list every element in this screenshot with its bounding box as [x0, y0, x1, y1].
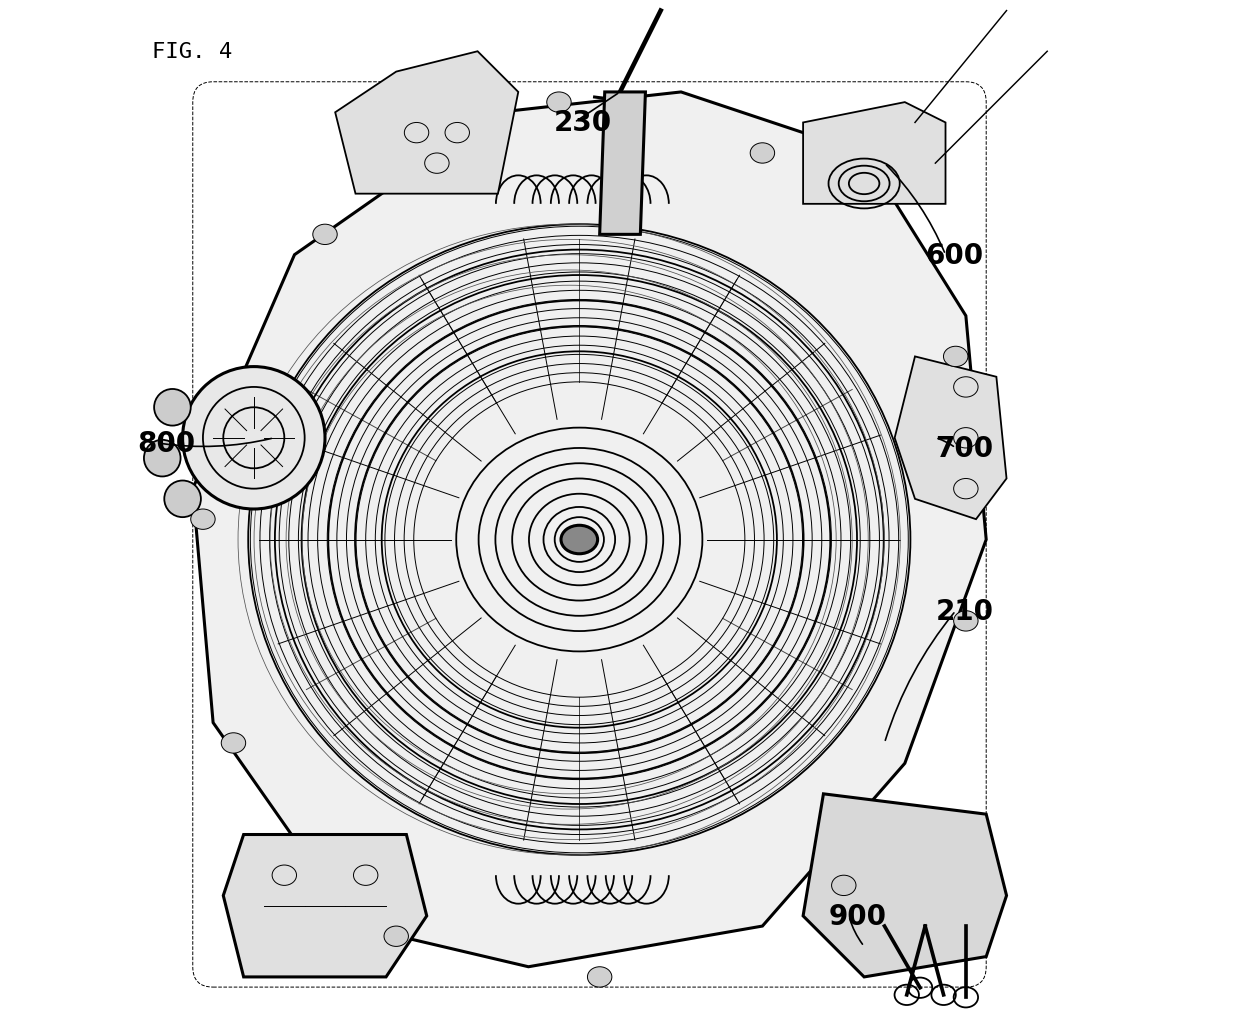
Ellipse shape	[164, 481, 201, 518]
Polygon shape	[600, 93, 646, 235]
Ellipse shape	[750, 144, 775, 164]
Ellipse shape	[954, 611, 978, 632]
Polygon shape	[804, 794, 1007, 977]
Ellipse shape	[144, 440, 181, 477]
Ellipse shape	[547, 93, 572, 113]
Text: 230: 230	[554, 109, 613, 138]
Ellipse shape	[182, 367, 325, 510]
Ellipse shape	[191, 510, 216, 530]
Text: 600: 600	[925, 242, 983, 269]
Ellipse shape	[384, 926, 408, 947]
Polygon shape	[335, 52, 518, 195]
Ellipse shape	[832, 875, 856, 896]
Ellipse shape	[944, 346, 968, 367]
Ellipse shape	[588, 967, 611, 987]
Polygon shape	[804, 103, 946, 205]
Text: 800: 800	[136, 429, 195, 458]
Text: 700: 700	[935, 434, 993, 463]
Ellipse shape	[312, 225, 337, 246]
Polygon shape	[192, 93, 986, 967]
Polygon shape	[894, 357, 1007, 520]
Text: 210: 210	[935, 597, 993, 625]
Polygon shape	[223, 835, 427, 977]
Ellipse shape	[221, 733, 246, 753]
Ellipse shape	[560, 526, 598, 554]
Text: 900: 900	[828, 902, 887, 930]
Ellipse shape	[154, 389, 191, 426]
Text: FIG. 4: FIG. 4	[153, 42, 232, 62]
